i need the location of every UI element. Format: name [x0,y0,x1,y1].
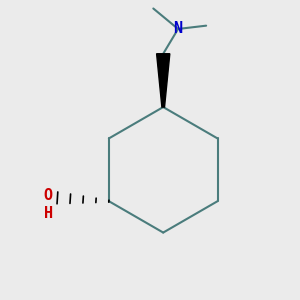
Text: H: H [44,206,53,221]
Polygon shape [157,54,170,107]
Text: N: N [173,22,183,37]
Text: O: O [44,188,53,203]
